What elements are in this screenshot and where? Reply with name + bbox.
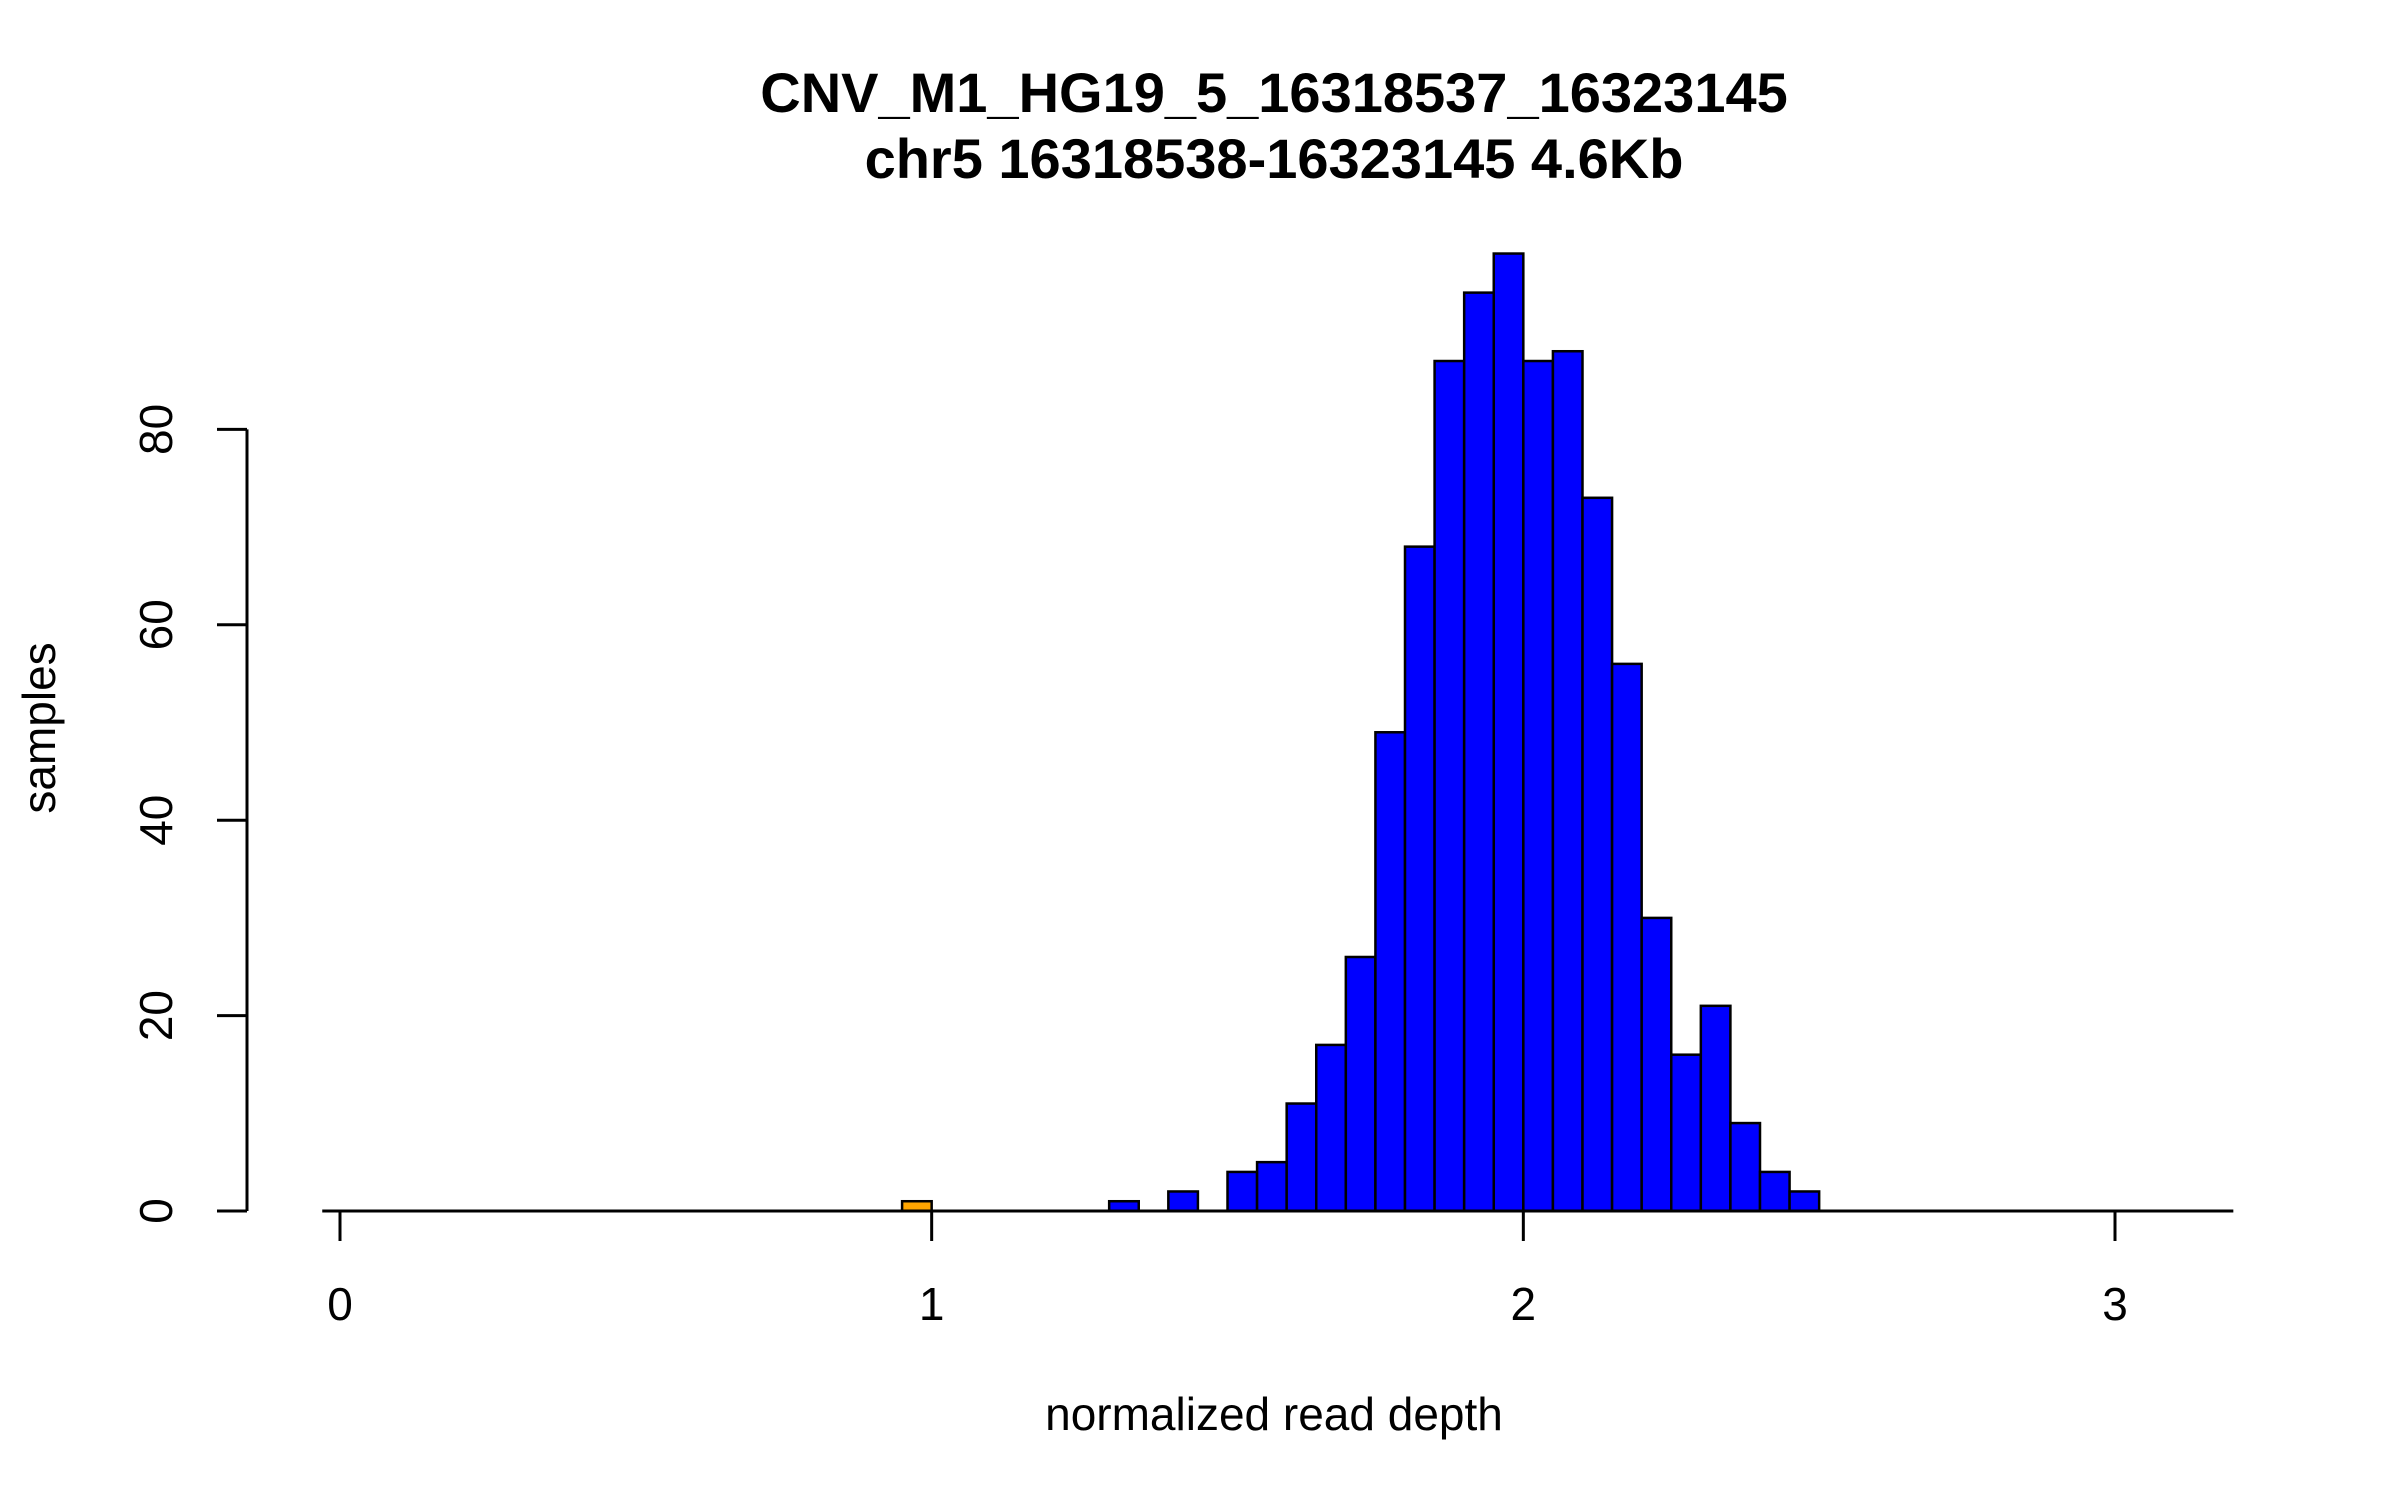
histogram-bar bbox=[1462, 291, 1496, 1213]
histogram-bar bbox=[1610, 662, 1643, 1213]
x-axis-label: normalized read depth bbox=[1045, 1388, 1503, 1440]
y-tick-label: 20 bbox=[130, 990, 182, 1041]
histogram-bar bbox=[1374, 731, 1407, 1213]
chart-subtitle: chr5 16318538-16323145 4.6Kb bbox=[865, 127, 1684, 190]
y-tick-label: 60 bbox=[130, 599, 182, 650]
histogram-bar bbox=[1758, 1170, 1791, 1213]
histogram-bar bbox=[1167, 1190, 1200, 1213]
histogram-bar bbox=[1581, 496, 1614, 1213]
histogram-bar bbox=[1729, 1121, 1762, 1213]
histogram-bar bbox=[1640, 916, 1673, 1213]
histogram-bar bbox=[1255, 1160, 1288, 1213]
y-tick-label: 0 bbox=[130, 1198, 182, 1224]
x-tick-label: 0 bbox=[327, 1278, 353, 1330]
histogram-bars bbox=[900, 252, 1821, 1213]
histogram-bar bbox=[1433, 359, 1466, 1213]
y-tick-label: 80 bbox=[130, 404, 182, 455]
x-axis: 0 1 2 3 bbox=[327, 1211, 2128, 1330]
chart-title: CNV_M1_HG19_5_16318537_16323145 bbox=[760, 61, 1788, 124]
x-tick-label: 2 bbox=[1511, 1278, 1537, 1330]
y-axis-label: samples bbox=[13, 642, 65, 813]
histogram-bar bbox=[1226, 1170, 1259, 1213]
histogram-bar bbox=[1344, 955, 1377, 1213]
x-tick-label: 1 bbox=[919, 1278, 945, 1330]
y-axis: 0 20 40 60 80 bbox=[130, 404, 249, 1224]
histogram-bar bbox=[1285, 1102, 1318, 1213]
histogram-bar bbox=[1699, 1004, 1732, 1213]
histogram-bar bbox=[1670, 1053, 1703, 1213]
x-tick-label: 3 bbox=[2102, 1278, 2128, 1330]
histogram-bar bbox=[1522, 359, 1555, 1213]
histogram-bar bbox=[1403, 545, 1436, 1213]
histogram-bar bbox=[1492, 252, 1525, 1213]
y-tick-label: 40 bbox=[130, 795, 182, 846]
histogram-bar bbox=[1551, 349, 1584, 1213]
histogram-bar bbox=[1315, 1043, 1348, 1213]
histogram-bar bbox=[1788, 1190, 1821, 1213]
